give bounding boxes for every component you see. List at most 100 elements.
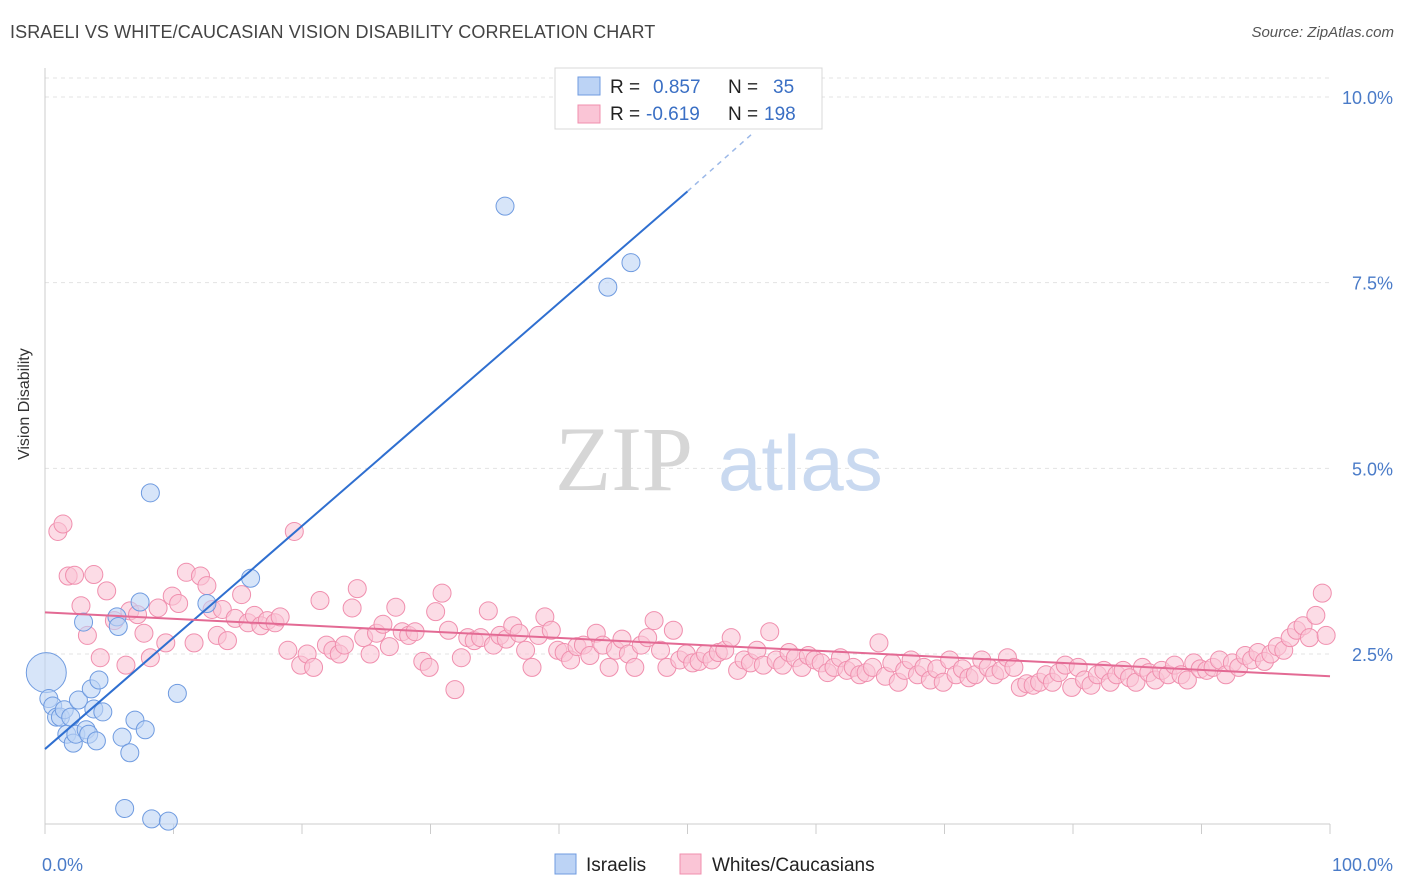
point-israelis <box>197 593 217 613</box>
point-whites <box>65 565 85 585</box>
point-whites <box>522 657 542 677</box>
point-whites <box>478 601 498 621</box>
point-whites <box>134 623 154 643</box>
point-whites <box>360 644 380 664</box>
point-whites <box>432 583 452 603</box>
point-whites <box>760 622 780 642</box>
trendline-whites <box>44 611 1331 678</box>
point-israelis <box>86 731 106 751</box>
y-tick-label: 5.0% <box>1352 459 1393 479</box>
point-whites <box>232 585 252 605</box>
legend-r-label-1: R = <box>610 77 640 98</box>
point-whites <box>663 620 683 640</box>
point-whites <box>426 602 446 622</box>
x-tick-label-min: 0.0% <box>42 855 83 875</box>
point-whites <box>304 657 324 677</box>
point-whites <box>516 640 536 660</box>
watermark-zip: ZIP <box>555 408 693 510</box>
legend-n-value-1: 35 <box>773 77 794 98</box>
series-legend-swatch-whites <box>679 853 702 875</box>
legend-swatch-whites <box>577 104 601 124</box>
y-tick-label: 2.5% <box>1352 645 1393 665</box>
point-israelis <box>68 690 88 710</box>
trendline-israelis-extension <box>687 133 753 192</box>
y-tick-label: 7.5% <box>1352 274 1393 294</box>
point-whites <box>644 611 664 631</box>
point-whites <box>445 680 465 700</box>
point-whites <box>721 628 741 648</box>
point-whites <box>869 633 889 653</box>
stats-legend: R = 0.857 N = 35 R = -0.619 N = 198 <box>554 67 823 130</box>
point-whites <box>599 657 619 677</box>
point-whites <box>342 598 362 618</box>
point-whites <box>625 657 645 677</box>
point-whites <box>148 598 168 618</box>
trendline-israelis <box>44 190 689 750</box>
point-israelis <box>74 612 94 632</box>
chart-title: ISRAELI VS WHITE/CAUCASIAN VISION DISABI… <box>10 22 656 42</box>
point-israelis <box>61 707 81 727</box>
legend-r-label-2: R = <box>610 104 640 125</box>
point-israelis <box>120 743 140 763</box>
legend-r-value-2: -0.619 <box>646 104 700 125</box>
point-israelis <box>241 568 261 588</box>
point-whites <box>84 565 104 585</box>
point-israelis <box>93 702 113 722</box>
trend-lines <box>44 133 1331 750</box>
point-whites <box>379 637 399 657</box>
point-whites <box>541 620 561 640</box>
point-whites <box>278 640 298 660</box>
point-whites <box>334 635 354 655</box>
point-whites <box>1177 670 1197 690</box>
point-israelis <box>135 720 155 740</box>
data-points <box>25 196 1336 831</box>
point-whites <box>53 514 73 534</box>
point-whites <box>1004 657 1024 677</box>
point-israelis <box>140 483 160 503</box>
point-israelis <box>142 809 162 829</box>
point-whites <box>270 607 290 627</box>
point-whites <box>580 645 600 665</box>
point-israelis <box>25 652 67 694</box>
point-whites <box>386 597 406 617</box>
legend-n-label-1: N = <box>728 77 758 98</box>
series-legend: Israelis Whites/Caucasians <box>554 853 875 876</box>
point-whites <box>71 596 91 616</box>
point-whites <box>373 614 393 634</box>
point-whites <box>509 623 529 643</box>
point-israelis <box>115 798 135 818</box>
point-israelis <box>598 277 618 297</box>
legend-r-value-1: 0.857 <box>653 77 701 98</box>
point-whites <box>310 591 330 611</box>
x-tick-label-max: 100.0% <box>1332 855 1393 875</box>
point-whites <box>116 655 136 675</box>
point-whites <box>1299 628 1319 648</box>
point-whites <box>1306 605 1326 625</box>
point-whites <box>1316 625 1336 645</box>
chart-source: Source: ZipAtlas.com <box>1251 24 1394 41</box>
legend-n-label-2: N = <box>728 104 758 125</box>
series-legend-swatch-israelis <box>554 853 577 875</box>
point-whites <box>438 620 458 640</box>
legend-n-value-2: 198 <box>764 104 796 125</box>
point-whites <box>347 579 367 599</box>
legend-swatch-israelis <box>577 76 601 96</box>
series-legend-label-israelis: Israelis <box>586 855 646 876</box>
point-israelis <box>130 592 150 612</box>
point-whites <box>217 631 237 651</box>
point-whites <box>184 633 204 653</box>
y-tick-label: 10.0% <box>1342 88 1393 108</box>
point-whites <box>90 648 110 668</box>
point-whites <box>1312 583 1332 603</box>
point-whites <box>197 576 217 596</box>
point-whites <box>651 640 671 660</box>
series-legend-label-whites: Whites/Caucasians <box>712 855 875 876</box>
point-israelis <box>158 811 178 831</box>
point-israelis <box>495 196 515 216</box>
point-whites <box>169 593 189 613</box>
point-whites <box>97 581 117 601</box>
point-israelis <box>89 670 109 690</box>
point-whites <box>419 657 439 677</box>
point-israelis <box>167 683 187 703</box>
